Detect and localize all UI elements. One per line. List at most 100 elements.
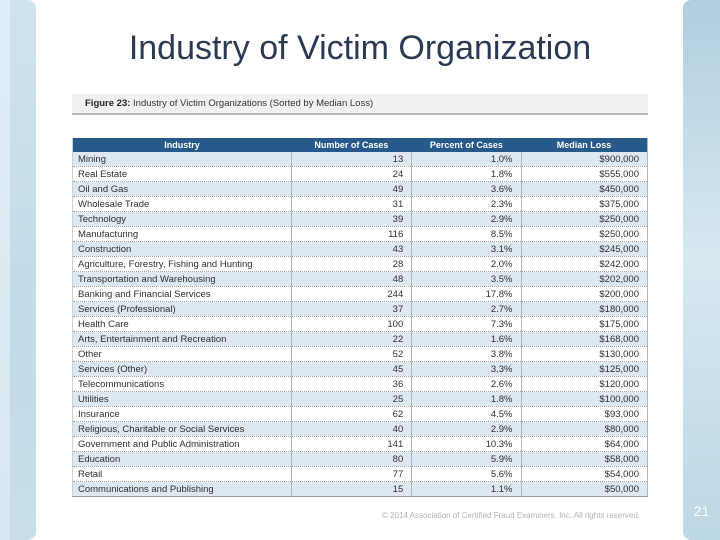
copyright-text: © 2014 Association of Certified Fraud Ex… [381, 511, 640, 520]
value-cell: $250,000 [520, 211, 648, 227]
table-row: Health Care 100 7.3% $175,000 [72, 316, 648, 332]
value-cell: 15 [290, 481, 412, 497]
table-row: Telecommunications 36 2.6% $120,000 [72, 376, 648, 392]
value-cell: $130,000 [520, 346, 648, 362]
figure-caption: Figure 23: Industry of Victim Organizati… [72, 94, 648, 115]
industry-cell: Utilities [72, 391, 291, 407]
figure-table-body: Mining 13 1.0% $900,000 Real Estate 24 1.8% $55… [72, 152, 648, 497]
column-header-2: Percent of Cases [411, 138, 521, 152]
table-row: Religious, Charitable or Social Services… [72, 421, 648, 437]
value-cell: $200,000 [520, 286, 648, 302]
value-cell: $100,000 [520, 391, 648, 407]
figure-caption-label: Figure 23: [85, 98, 131, 109]
value-cell: $54,000 [520, 466, 648, 482]
industry-cell: Religious, Charitable or Social Services [72, 421, 291, 437]
table-row: Banking and Financial Services 244 17.8% $2… [72, 286, 648, 302]
value-cell: 40 [290, 421, 412, 437]
industry-cell: Health Care [72, 316, 291, 332]
industry-cell: Transportation and Warehousing [72, 271, 291, 287]
value-cell: $245,000 [520, 241, 648, 257]
column-header-1: Number of Cases [291, 138, 412, 152]
value-cell: $202,000 [520, 271, 648, 287]
value-cell: $58,000 [520, 451, 648, 467]
left-accent-strip-outer [0, 0, 13, 540]
table-row: Services (Professional) 37 2.7% $180,000 [72, 301, 648, 317]
value-cell: 2.3% [411, 196, 521, 212]
value-cell: $93,000 [520, 406, 648, 422]
value-cell: $175,000 [520, 316, 648, 332]
value-cell: 1.8% [411, 391, 521, 407]
table-row: Other 52 3.8% $130,000 [72, 346, 648, 362]
value-cell: 45 [290, 361, 412, 377]
value-cell: 3.5% [411, 271, 521, 287]
value-cell: $168,000 [520, 331, 648, 347]
value-cell: 4.5% [411, 406, 521, 422]
value-cell: 62 [290, 406, 412, 422]
industry-cell: Banking and Financial Services [72, 286, 291, 302]
value-cell: $375,000 [520, 196, 648, 212]
value-cell: 100 [290, 316, 412, 332]
value-cell: 2.9% [411, 421, 521, 437]
value-cell: 1.6% [411, 331, 521, 347]
value-cell: 2.7% [411, 301, 521, 317]
table-row: Manufacturing 116 8.5% $250,000 [72, 226, 648, 242]
value-cell: 28 [290, 256, 412, 272]
value-cell: 25 [290, 391, 412, 407]
value-cell: $64,000 [520, 436, 648, 452]
value-cell: 2.6% [411, 376, 521, 392]
table-row: Technology 39 2.9% $250,000 [72, 211, 648, 227]
industry-cell: Government and Public Administration [72, 436, 291, 452]
value-cell: $900,000 [520, 152, 648, 167]
table-row: Agriculture, Forestry, Fishing and Hunti… [72, 256, 648, 272]
value-cell: 7.3% [411, 316, 521, 332]
value-cell: 2.0% [411, 256, 521, 272]
figure-table-header-row: Industry Number of Cases Percent of Cases M… [72, 138, 648, 152]
page-title: Industry of Victim Organization [128, 29, 592, 67]
value-cell: 39 [290, 211, 412, 227]
value-cell: 49 [290, 181, 412, 197]
table-row: Transportation and Warehousing 48 3.5% $202… [72, 271, 648, 287]
value-cell: 17.8% [411, 286, 521, 302]
value-cell: 1.8% [411, 166, 521, 182]
value-cell: 1.1% [411, 481, 521, 497]
industry-table: Industry Number of Cases Percent of Cases M… [72, 138, 648, 497]
table-row: Construction 43 3.1% $245,000 [72, 241, 648, 257]
value-cell: 116 [290, 226, 412, 242]
table-row: Real Estate 24 1.8% $555,000 [72, 166, 648, 182]
industry-cell: Communications and Publishing [72, 481, 291, 497]
value-cell: 10.3% [411, 436, 521, 452]
table-row: Education 80 5.9% $58,000 [72, 451, 648, 467]
value-cell: 48 [290, 271, 412, 287]
industry-cell: Technology [72, 211, 291, 227]
value-cell: 37 [290, 301, 412, 317]
industry-cell: Telecommunications [72, 376, 291, 392]
industry-cell: Wholesale Trade [72, 196, 291, 212]
industry-cell: Real Estate [72, 166, 291, 182]
industry-cell: Insurance [72, 406, 291, 422]
value-cell: 3.1% [411, 241, 521, 257]
value-cell: $180,000 [520, 301, 648, 317]
table-row: Insurance 62 4.5% $93,000 [72, 406, 648, 422]
table-row: Utilities 25 1.8% $100,000 [72, 391, 648, 407]
table-row: Arts, Entertainment and Recreation 22 1.6%… [72, 331, 648, 347]
industry-cell: Retail [72, 466, 291, 482]
value-cell: 80 [290, 451, 412, 467]
value-cell: 13 [290, 152, 412, 167]
value-cell: $125,000 [520, 361, 648, 377]
industry-cell: Other [72, 346, 291, 362]
value-cell: 31 [290, 196, 412, 212]
value-cell: 22 [290, 331, 412, 347]
value-cell: $120,000 [520, 376, 648, 392]
figure-panel: Figure 23: Industry of Victim Organizati… [72, 94, 648, 497]
table-row: Communications and Publishing 15 1.1% $50,0… [72, 481, 648, 497]
table-row: Retail 77 5.6% $54,000 [72, 466, 648, 482]
value-cell: 3.3% [411, 361, 521, 377]
value-cell: 244 [290, 286, 412, 302]
value-cell: 3.6% [411, 181, 521, 197]
value-cell: $250,000 [520, 226, 648, 242]
value-cell: $50,000 [520, 481, 648, 497]
page-number: 21 [693, 503, 710, 519]
value-cell: $555,000 [520, 166, 648, 182]
industry-cell: Services (Professional) [72, 301, 291, 317]
